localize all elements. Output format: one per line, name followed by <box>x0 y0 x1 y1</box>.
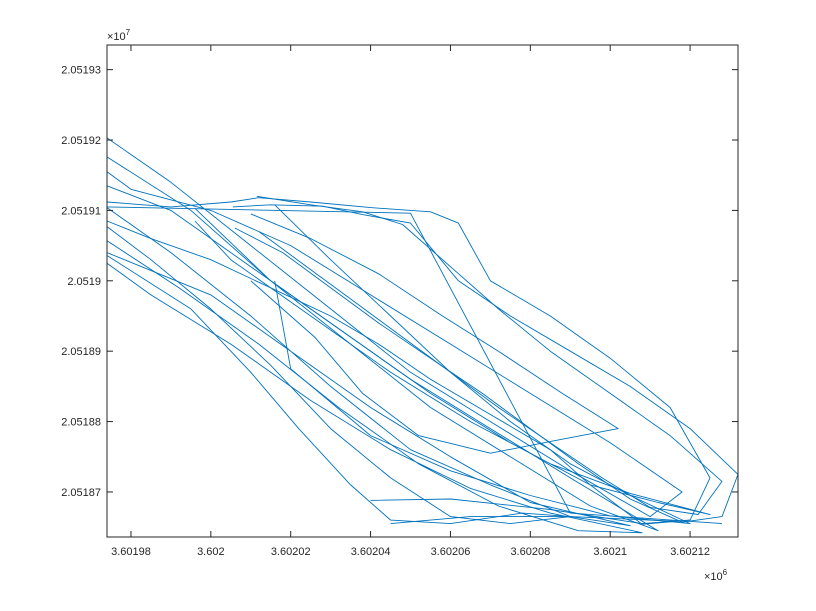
series-line-12 <box>106 206 723 525</box>
y-axis-multiplier-base: ×10 <box>107 31 126 43</box>
series-line-5 <box>106 240 643 534</box>
series-line-3 <box>106 207 631 527</box>
series-line-13 <box>370 498 691 525</box>
x-tick-label: 3.60208 <box>510 546 550 558</box>
x-tick-label: 3.6021 <box>593 546 627 558</box>
y-tick-label: 2.05191 <box>61 205 101 217</box>
y-tick-label: 2.05187 <box>61 487 101 499</box>
x-axis-multiplier-exponent: 6 <box>723 568 728 577</box>
y-axis-multiplier-exponent: 7 <box>126 28 131 37</box>
series-line-1 <box>106 137 683 518</box>
x-tick-label: 3.60204 <box>351 546 391 558</box>
y-tick-label: 2.05189 <box>61 346 101 358</box>
y-tick-label: 2.05192 <box>61 135 101 147</box>
y-tick-label: 2.05188 <box>61 417 101 429</box>
plot-area <box>106 44 739 538</box>
x-axis-multiplier: ×106 <box>704 568 728 583</box>
y-axis-multiplier: ×107 <box>107 28 131 43</box>
series-line-6 <box>106 197 711 525</box>
x-tick-label: 3.60206 <box>431 546 471 558</box>
axes-box <box>106 44 739 538</box>
series-line-11 <box>250 213 619 454</box>
x-axis-multiplier-base: ×10 <box>704 571 723 583</box>
x-axis: 3.60198 3.602 3.60202 3.60204 3.60206 3.60208… <box>111 45 710 558</box>
series-line-9 <box>194 207 711 515</box>
series-line-7 <box>232 204 739 523</box>
series-line-8 <box>256 195 723 515</box>
y-tick-label: 2.0519 <box>67 276 101 288</box>
series-line-14 <box>390 516 683 525</box>
x-tick-label: 3.602 <box>197 546 225 558</box>
series-layer <box>106 137 739 534</box>
y-tick-label: 2.05193 <box>61 65 101 77</box>
x-tick-label: 3.60198 <box>111 546 151 558</box>
x-tick-label: 3.60212 <box>670 546 710 558</box>
y-axis: 2.05187 2.05188 2.05189 2.0519 2.05191 2.0519… <box>61 65 738 499</box>
x-tick-label: 3.60202 <box>271 546 311 558</box>
series-line-10 <box>274 204 691 525</box>
